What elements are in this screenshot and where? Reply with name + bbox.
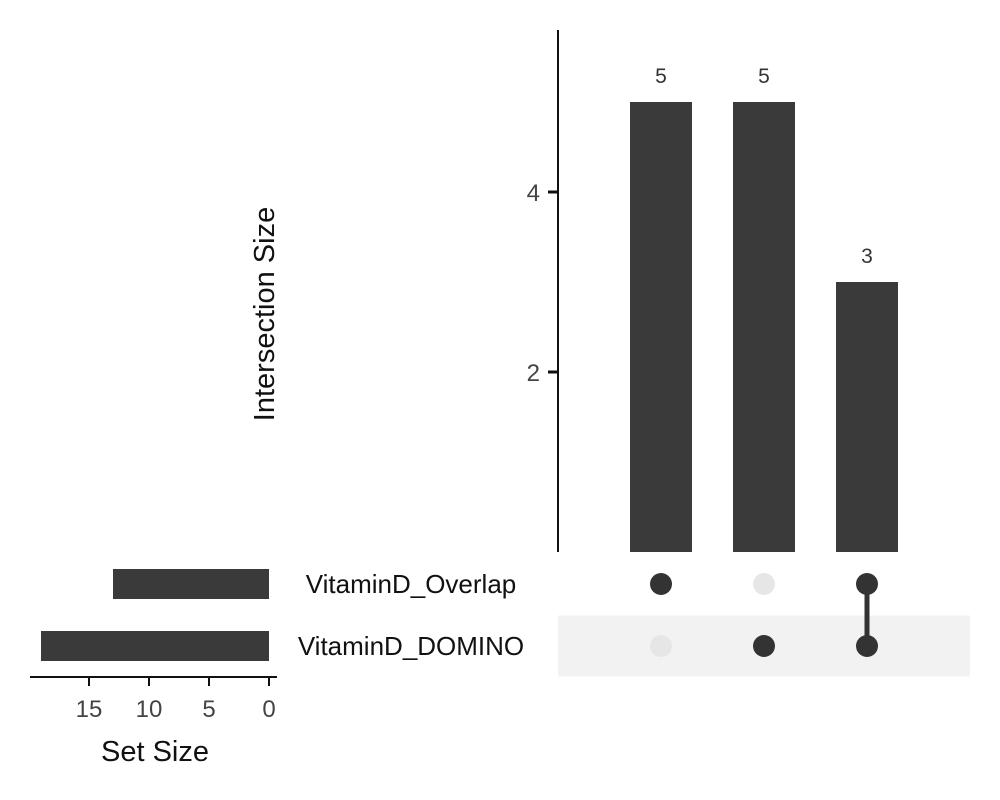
set-names: VitaminD_Overlap VitaminD_DOMINO xyxy=(298,569,524,661)
set-size-tick-label: 0 xyxy=(262,696,275,723)
matrix-dot-inactive xyxy=(650,635,672,657)
intersection-matrix xyxy=(650,573,878,657)
set-size-axis-title: Set Size xyxy=(101,736,209,768)
matrix-dot-inactive xyxy=(753,573,775,595)
set-size-bar xyxy=(41,631,269,661)
set-size-tick-label: 10 xyxy=(136,696,163,723)
y-axis-title: Intersection Size xyxy=(249,207,281,421)
y-axis-mask xyxy=(500,556,558,596)
intersection-bar xyxy=(630,102,692,552)
matrix-dot-active xyxy=(856,635,878,657)
matrix-dot-active xyxy=(856,573,878,595)
set-size-bars: 15 10 5 0 xyxy=(30,569,277,723)
intersection-bar-label: 5 xyxy=(655,65,667,88)
set-name-label: VitaminD_Overlap xyxy=(306,569,517,599)
matrix-dot-active xyxy=(650,573,672,595)
y-tick-label: 4 xyxy=(527,180,540,207)
intersection-bar-label: 5 xyxy=(758,65,770,88)
intersection-bar xyxy=(733,102,795,552)
intersection-bar-label: 3 xyxy=(861,245,873,268)
y-tick-label: 2 xyxy=(527,360,540,387)
intersection-size-axis: 024 xyxy=(500,30,559,596)
intersection-bar xyxy=(836,282,898,552)
matrix-dot-active xyxy=(753,635,775,657)
set-name-label: VitaminD_DOMINO xyxy=(298,631,524,661)
set-size-tick-label: 15 xyxy=(76,696,103,723)
set-size-bar xyxy=(113,569,269,599)
intersection-bars: 5 5 3 xyxy=(630,65,898,552)
set-size-tick-label: 5 xyxy=(202,696,215,723)
